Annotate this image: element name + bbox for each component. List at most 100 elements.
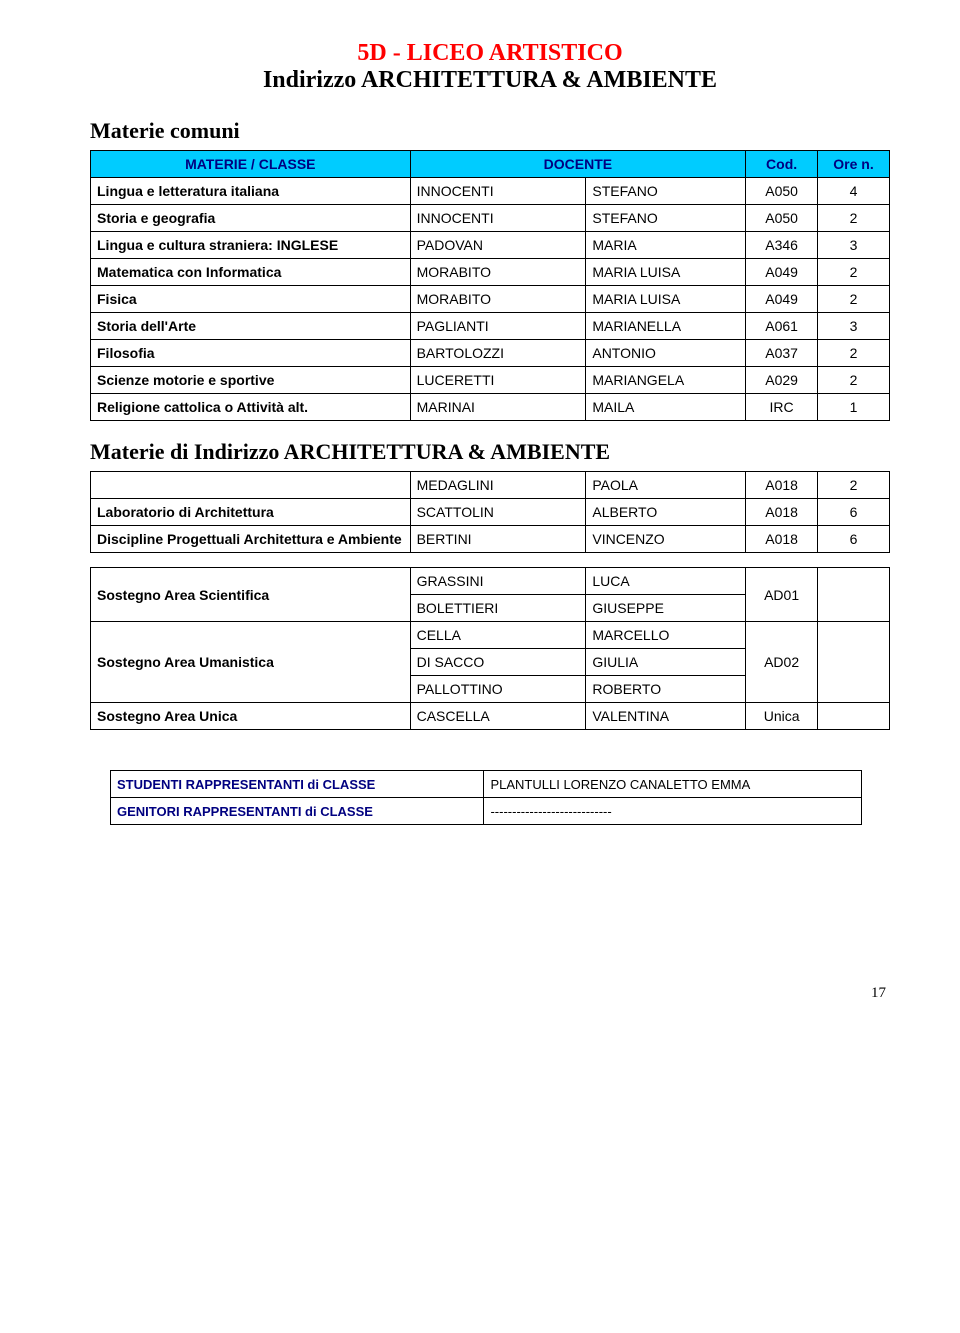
cell-materia [91,472,411,499]
cell-ore: 2 [818,340,890,367]
cell-cod: A061 [746,313,818,340]
table-row: STUDENTI RAPPRESENTANTI di CLASSE PLANTU… [111,771,862,798]
cell-ore: 1 [818,394,890,421]
table-row: FilosofiaBARTOLOZZIANTONIOA0372 [91,340,890,367]
table-row: Lingua e letteratura italianaINNOCENTIST… [91,178,890,205]
cell-ore: 2 [818,205,890,232]
cell: CELLA [410,622,586,649]
materie-comuni-table: MATERIE / CLASSE DOCENTE Cod. Ore n. Lin… [90,150,890,421]
cell-ore: 3 [818,232,890,259]
cell-name: MARIA LUISA [586,286,746,313]
cell-cod: A049 [746,259,818,286]
cell-materia: Storia e geografia [91,205,411,232]
cell-surname: MARINAI [410,394,586,421]
cell-name: MARIANELLA [586,313,746,340]
cell-surname: MORABITO [410,259,586,286]
cell-empty [818,568,890,622]
cell: ROBERTO [586,676,746,703]
cell-surname: INNOCENTI [410,178,586,205]
cell-surname: INNOCENTI [410,205,586,232]
section2-heading: Materie di Indirizzo ARCHITETTURA & AMBI… [90,439,890,465]
cell-ore: 6 [818,526,890,553]
cell-name: PAOLA [586,472,746,499]
table-row: Sostegno Area Umanistica CELLA MARCELLO … [91,622,890,649]
cell-ore: 2 [818,286,890,313]
sostegno-table: Sostegno Area Scientifica GRASSINI LUCA … [90,567,890,730]
cell-materia: Discipline Progettuali Architettura e Am… [91,526,411,553]
cell-materia: Laboratorio di Architettura [91,499,411,526]
cell-name: STEFANO [586,178,746,205]
cell-ore: 2 [818,367,890,394]
table-row: Sostegno Area Unica CASCELLA VALENTINA U… [91,703,890,730]
materie-indirizzo-table: MEDAGLINIPAOLAA0182Laboratorio di Archit… [90,471,890,553]
cell-name: STEFANO [586,205,746,232]
cell: PALLOTTINO [410,676,586,703]
hdr-ore: Ore n. [818,151,890,178]
genitori-label: GENITORI RAPPRESENTANTI di CLASSE [111,798,484,825]
cell-name: MARIA [586,232,746,259]
hdr-docente: DOCENTE [410,151,746,178]
cell-materia: Lingua e cultura straniera: INGLESE [91,232,411,259]
cell-empty [818,622,890,703]
cell-name: ALBERTO [586,499,746,526]
table-row: Matematica con InformaticaMORABITOMARIA … [91,259,890,286]
cell-cod: A049 [746,286,818,313]
cell-ore: 3 [818,313,890,340]
page-title-1: 5D - LICEO ARTISTICO [90,40,890,67]
cell-surname: MEDAGLINI [410,472,586,499]
cell-surname: SCATTOLIN [410,499,586,526]
cell-empty [818,703,890,730]
studenti-value: PLANTULLI LORENZO CANALETTO EMMA [484,771,862,798]
cell-cod: A050 [746,205,818,232]
table-row: Storia dell'ArtePAGLIANTIMARIANELLAA0613 [91,313,890,340]
cell: MARCELLO [586,622,746,649]
cell-name: MARIANGELA [586,367,746,394]
cell: LUCA [586,568,746,595]
sostegno-unica-label: Sostegno Area Unica [91,703,411,730]
cell-surname: PADOVAN [410,232,586,259]
table-row: FisicaMORABITOMARIA LUISAA0492 [91,286,890,313]
cell-cod: A050 [746,178,818,205]
cell-materia: Scienze motorie e sportive [91,367,411,394]
cell: GIUSEPPE [586,595,746,622]
cell-cod: AD01 [746,568,818,622]
table-row: Storia e geografiaINNOCENTISTEFANOA0502 [91,205,890,232]
cell-materia: Lingua e letteratura italiana [91,178,411,205]
section1-heading: Materie comuni [90,118,890,144]
cell-surname: BERTINI [410,526,586,553]
table-row: Religione cattolica o Attività alt.MARIN… [91,394,890,421]
cell: DI SACCO [410,649,586,676]
cell-name: VINCENZO [586,526,746,553]
table-row: Scienze motorie e sportiveLUCERETTIMARIA… [91,367,890,394]
cell-ore: 2 [818,259,890,286]
cell-surname: MORABITO [410,286,586,313]
cell-cod: Unica [746,703,818,730]
rappresentanti-table: STUDENTI RAPPRESENTANTI di CLASSE PLANTU… [110,770,862,825]
cell-cod: IRC [746,394,818,421]
cell-ore: 2 [818,472,890,499]
cell-materia: Storia dell'Arte [91,313,411,340]
cell: CASCELLA [410,703,586,730]
page-number: 17 [90,985,890,1002]
cell-cod: A346 [746,232,818,259]
cell-surname: PAGLIANTI [410,313,586,340]
cell-name: MAILA [586,394,746,421]
cell-cod: A018 [746,526,818,553]
sostegno-sci-label: Sostegno Area Scientifica [91,568,411,622]
cell-name: ANTONIO [586,340,746,367]
cell-cod: A018 [746,499,818,526]
cell-ore: 6 [818,499,890,526]
cell-materia: Religione cattolica o Attività alt. [91,394,411,421]
cell-cod: A018 [746,472,818,499]
cell: GRASSINI [410,568,586,595]
table-header-row: MATERIE / CLASSE DOCENTE Cod. Ore n. [91,151,890,178]
cell-ore: 4 [818,178,890,205]
table-row: GENITORI RAPPRESENTANTI di CLASSE ------… [111,798,862,825]
table-row: Laboratorio di ArchitetturaSCATTOLINALBE… [91,499,890,526]
page-title-2: Indirizzo ARCHITETTURA & AMBIENTE [90,67,890,94]
cell-materia: Matematica con Informatica [91,259,411,286]
cell-cod: A037 [746,340,818,367]
table-row: Lingua e cultura straniera: INGLESEPADOV… [91,232,890,259]
table-row: Discipline Progettuali Architettura e Am… [91,526,890,553]
table-row: Sostegno Area Scientifica GRASSINI LUCA … [91,568,890,595]
